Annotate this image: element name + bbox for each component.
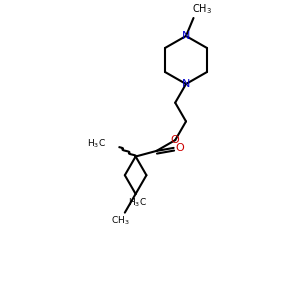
Text: N: N (182, 31, 190, 41)
Text: O: O (171, 135, 180, 145)
Text: N: N (182, 79, 190, 89)
Text: H$_3$C: H$_3$C (128, 196, 147, 208)
Text: O: O (176, 143, 184, 153)
Text: H$_3$C: H$_3$C (87, 138, 106, 151)
Text: CH$_3$: CH$_3$ (111, 215, 130, 227)
Text: CH$_3$: CH$_3$ (193, 2, 212, 16)
